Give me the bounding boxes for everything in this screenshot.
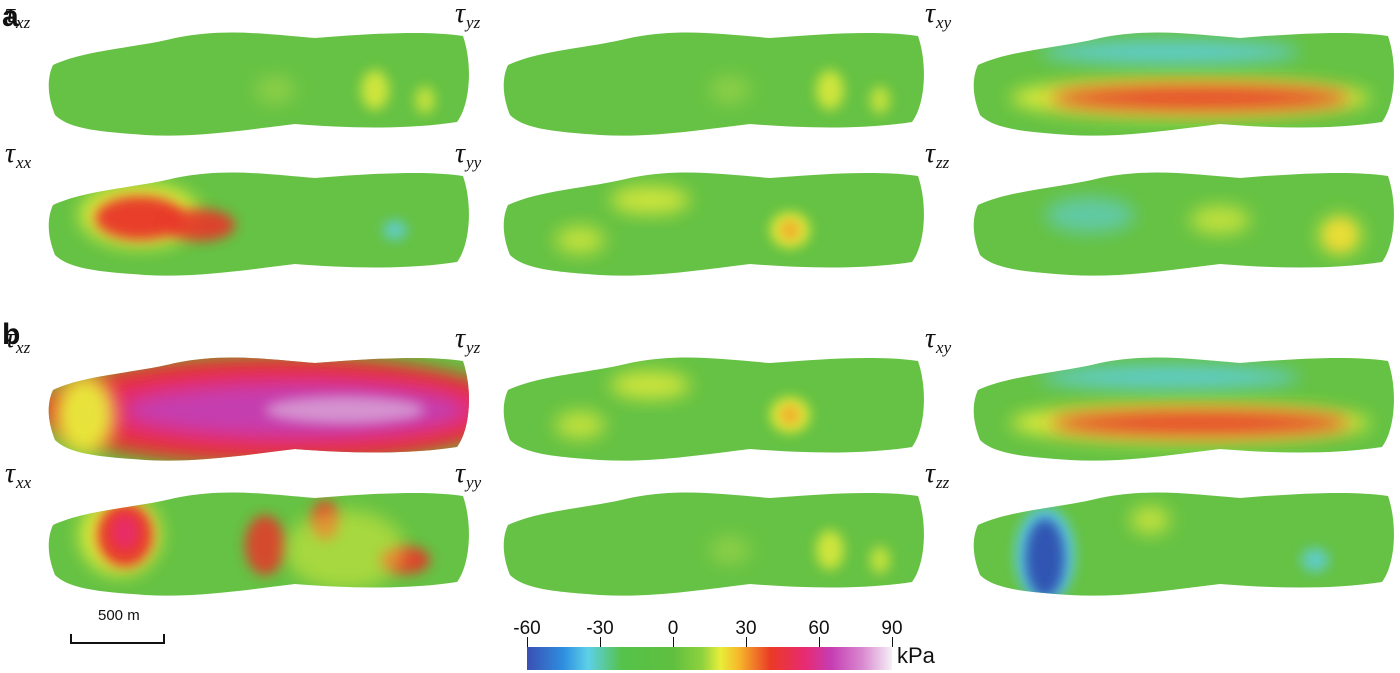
scale-bar-line xyxy=(70,632,165,644)
panel-b-label-yy: τyy xyxy=(455,458,482,492)
colorbar-tick xyxy=(819,637,820,647)
scale-bar-label: 500 m xyxy=(98,607,140,624)
panel-b-label-xy: τxy xyxy=(925,323,952,357)
panel-a-label-yy: τyy xyxy=(455,138,482,172)
panel-b-map-xz xyxy=(48,357,469,461)
panel-b-label-zz: τzz xyxy=(925,458,950,492)
colorbar-tick-label: 30 xyxy=(735,618,757,639)
colorbar-tick xyxy=(673,637,674,647)
colorbar-unit: kPa xyxy=(897,643,935,668)
panel-a-map-xy xyxy=(973,32,1394,136)
panel-b-map-zz xyxy=(973,492,1394,596)
colorbar-tick-label: -30 xyxy=(586,618,614,639)
panel-a-map-yy xyxy=(503,172,924,276)
panel-letter-a: a xyxy=(2,0,19,33)
colorbar-tick xyxy=(527,637,528,647)
colorbar-tick-label: 60 xyxy=(808,618,830,639)
panel-b-label-yz: τyz xyxy=(455,323,481,357)
panel-a-map-zz xyxy=(973,172,1394,276)
panel-a-label-yz: τyz xyxy=(455,0,481,32)
panel-b-map-yz xyxy=(503,357,924,461)
colorbar-gradient xyxy=(527,647,892,670)
panel-b-label-xx: τxx xyxy=(5,458,32,492)
panel-b-map-yy xyxy=(503,492,924,596)
panel-a-label-xy: τxy xyxy=(925,0,952,32)
panel-a-label-zz: τzz xyxy=(925,138,950,172)
panel-b-map-xx xyxy=(48,492,469,596)
panel-a-label-xz: τxz xyxy=(5,0,31,32)
panel-b-label-xz: τxz xyxy=(5,323,31,357)
colorbar-tick xyxy=(746,637,747,647)
panel-a-map-xz xyxy=(48,32,469,136)
panel-a-label-xx: τxx xyxy=(5,138,32,172)
colorbar-tick xyxy=(892,637,893,647)
colorbar-tick-label: -60 xyxy=(513,618,541,639)
panel-b-map-xy xyxy=(973,357,1394,461)
panel-letter-b: b xyxy=(2,318,21,351)
colorbar-tick xyxy=(600,637,601,647)
panel-a-map-xx xyxy=(48,172,469,276)
panel-a-map-yz xyxy=(503,32,924,136)
colorbar-tick-label: 0 xyxy=(667,618,679,639)
colorbar-tick-label: 90 xyxy=(881,618,903,639)
